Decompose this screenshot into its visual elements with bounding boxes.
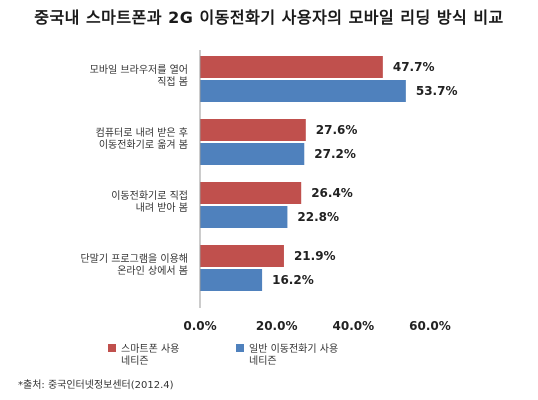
category-label: 컴퓨터로 내려 받은 후 이동전화기로 옮겨 봄 (96, 127, 188, 151)
bar (200, 206, 288, 228)
data-label: 53.7% (416, 84, 458, 98)
data-label: 27.2% (314, 147, 356, 161)
legend-swatch (236, 344, 244, 352)
x-tick-label: 60.0% (409, 319, 451, 333)
x-tick-label: 40.0% (333, 319, 375, 333)
bar (200, 182, 302, 204)
bar (200, 56, 383, 78)
bar (200, 80, 406, 102)
bar (200, 143, 305, 165)
bar (200, 245, 284, 267)
data-label: 27.6% (316, 123, 358, 137)
data-label: 16.2% (272, 273, 314, 287)
source-note: *출처: 중국인터넷정보센터(2012.4) (18, 380, 174, 391)
data-label: 21.9% (294, 249, 336, 263)
legend-label: 일반 이동전화기 사용 네티즌 (249, 343, 338, 367)
legend-label: 스마트폰 사용 네티즌 (121, 343, 179, 367)
category-label: 이동전화기로 직접 내려 받아 봄 (111, 190, 188, 214)
category-label: 모바일 브라우저를 열어 직접 봄 (90, 64, 188, 88)
x-tick-label: 20.0% (256, 319, 298, 333)
chart-title: 중국내 스마트폰과 2G 이동전화기 사용자의 모바일 리딩 방식 비교 (34, 8, 504, 27)
x-tick-label: 0.0% (183, 319, 216, 333)
bar (200, 269, 263, 291)
data-label: 26.4% (311, 186, 353, 200)
data-label: 22.8% (297, 210, 339, 224)
category-label: 단말기 프로그램을 이용해 온라인 상에서 봄 (80, 252, 188, 277)
legend-swatch (108, 344, 116, 352)
bar (200, 119, 306, 141)
data-label: 47.7% (393, 60, 435, 74)
